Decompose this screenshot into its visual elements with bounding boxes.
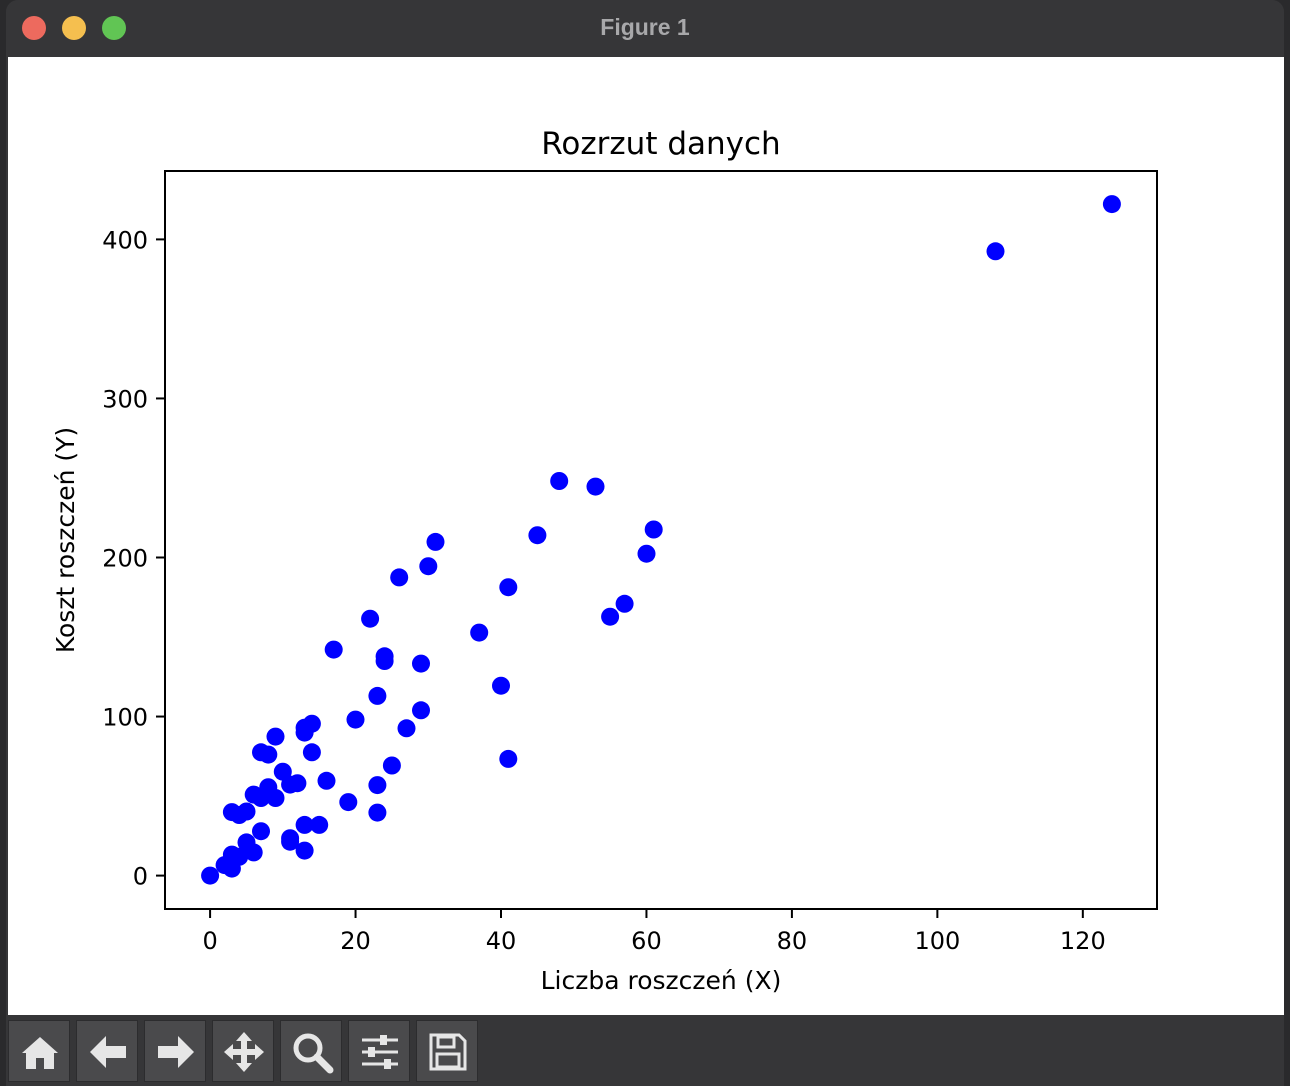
data-point	[324, 640, 343, 659]
data-point	[302, 743, 321, 762]
scatter-chart: 0 20 40 60 80 100 120 0 100 200 300 400 Rozrzut da…	[51, 126, 1158, 995]
data-point	[252, 822, 270, 841]
data-point	[397, 719, 416, 738]
close-button[interactable]	[22, 16, 46, 40]
home-button[interactable]	[8, 1020, 70, 1082]
data-point	[390, 568, 409, 587]
window-title: Figure 1	[600, 14, 690, 40]
data-point	[281, 832, 300, 851]
data-point	[368, 776, 387, 795]
data-point	[201, 866, 220, 885]
minimize-button[interactable]	[62, 16, 86, 40]
data-point	[492, 676, 510, 695]
y-tick-label: 300	[102, 385, 148, 413]
data-point	[412, 654, 430, 673]
data-point	[281, 775, 300, 794]
data-point	[550, 472, 569, 490]
x-ticks: 0 20 40 60 80 100 120	[202, 909, 1106, 955]
figure-canvas: 0 20 40 60 80 100 120 0 100 200 300 400 Rozrzut da…	[8, 57, 1284, 1015]
zoom-icon	[293, 1033, 334, 1074]
move-icon	[224, 1032, 264, 1072]
plot-area	[164, 170, 1158, 910]
x-tick-label: 80	[777, 927, 808, 955]
x-axis-label: Liczba roszczeń (X)	[541, 966, 782, 995]
figure-window: Figure 1 0 20 40 60 80 100 120 0 100 200 300 400 R…	[6, 0, 1284, 1086]
back-button[interactable]	[76, 1020, 138, 1082]
points-layer	[201, 195, 1121, 885]
data-point	[426, 532, 445, 551]
save-icon	[429, 1033, 467, 1071]
data-point	[644, 520, 663, 539]
data-point	[499, 749, 518, 768]
x-tick-label: 60	[631, 927, 662, 955]
data-point	[1102, 195, 1121, 214]
forward-button[interactable]	[144, 1020, 206, 1082]
data-point	[528, 526, 547, 545]
zoom-button[interactable]	[280, 1020, 342, 1082]
x-tick-label: 0	[202, 927, 217, 955]
data-point	[295, 723, 314, 742]
data-point	[317, 771, 336, 790]
pan-button[interactable]	[212, 1020, 274, 1082]
data-point	[266, 789, 285, 807]
data-point	[368, 803, 387, 822]
y-tick-label: 400	[102, 226, 148, 254]
data-point	[601, 607, 620, 626]
chart-title: Rozrzut danych	[541, 126, 780, 162]
data-point	[295, 815, 314, 834]
x-tick-label: 100	[914, 927, 960, 955]
x-tick-label: 120	[1060, 927, 1106, 955]
x-tick-label: 20	[340, 927, 371, 955]
sliders-icon	[362, 1035, 398, 1069]
y-ticks: 0 100 200 300 400	[102, 226, 165, 891]
data-point	[222, 859, 241, 878]
data-point	[419, 557, 438, 576]
home-icon	[22, 1037, 58, 1069]
data-point	[295, 841, 314, 860]
arrow-right-icon	[158, 1036, 194, 1068]
data-point	[368, 686, 387, 705]
data-point	[266, 727, 285, 746]
y-tick-label: 100	[102, 704, 148, 732]
data-point	[986, 242, 1005, 261]
data-point	[259, 745, 278, 764]
data-point	[382, 756, 401, 775]
arrow-left-icon	[90, 1036, 126, 1068]
data-point	[346, 710, 365, 729]
data-point	[361, 609, 380, 628]
y-tick-label: 200	[102, 544, 148, 572]
maximize-button[interactable]	[102, 16, 126, 40]
configure-subplots-button[interactable]	[348, 1020, 410, 1082]
x-tick-label: 40	[486, 927, 517, 955]
data-point	[375, 652, 394, 670]
data-point	[412, 701, 430, 720]
data-point	[252, 789, 270, 807]
navigation-toolbar	[6, 1016, 1284, 1086]
title-bar[interactable]: Figure 1	[6, 0, 1284, 56]
data-point	[310, 815, 329, 834]
data-point	[499, 578, 518, 597]
save-button[interactable]	[416, 1020, 478, 1082]
data-point	[637, 544, 656, 563]
data-point	[244, 843, 263, 862]
data-point	[615, 594, 634, 613]
y-axis-label: Koszt roszczeń (Y)	[51, 427, 80, 653]
data-point	[339, 793, 358, 812]
data-point	[222, 803, 241, 822]
data-point	[470, 623, 489, 642]
data-point	[586, 477, 605, 496]
y-tick-label: 0	[133, 863, 148, 891]
